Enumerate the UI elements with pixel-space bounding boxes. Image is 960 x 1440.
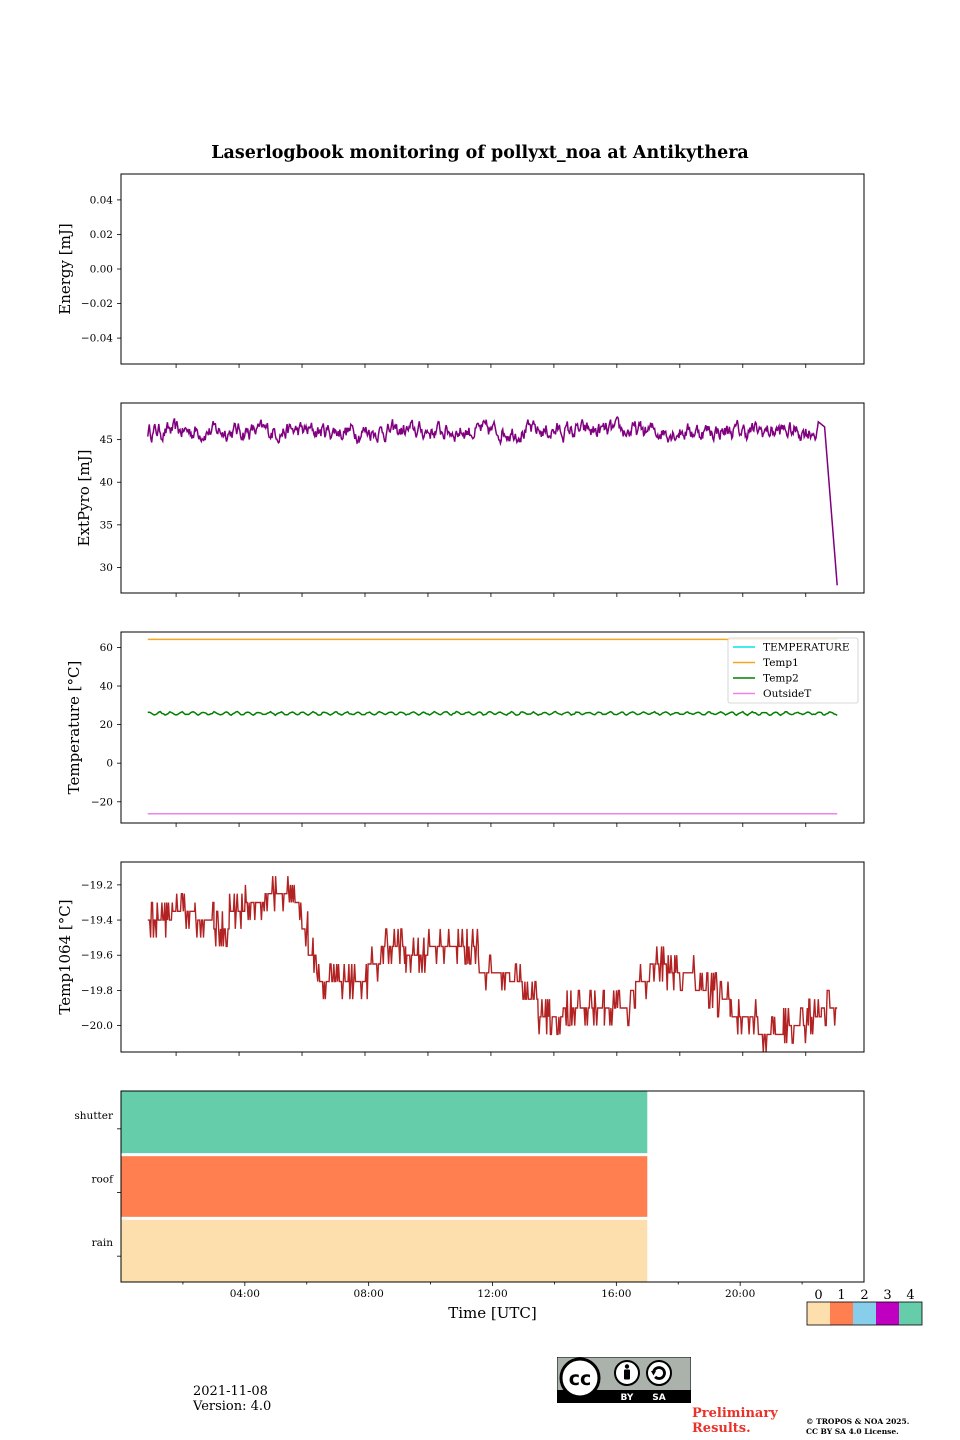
copyright-line-2: CC BY SA 4.0 License.	[806, 1427, 899, 1436]
cc-circle-icon	[559, 1357, 601, 1399]
status-panel: shutter roof rain 04:00 08:00 12:00 16:00 20:00…	[74, 1090, 865, 1322]
energy-panel: 0.04 0.02 0.00 −0.02 −0.04 Energy [mJ]	[56, 173, 865, 368]
status-row-label-roof: roof	[91, 1174, 114, 1186]
status-xtick-label: 04:00	[230, 1288, 260, 1300]
legend-label-outsidet: OutsideT	[763, 688, 811, 700]
temp1064-ylabel: Temp1064 [°C]	[56, 899, 74, 1014]
colorbar-cell-3	[876, 1302, 899, 1325]
temperature-ytick-label: 60	[100, 642, 113, 654]
copyright-note: © TROPOS & NOA 2025. CC BY SA 4.0 Licens…	[806, 1417, 909, 1437]
temp1064-ytick-label: −20.0	[81, 1020, 113, 1032]
status-xtick-label: 12:00	[477, 1288, 507, 1300]
status-xtick-label: 08:00	[354, 1288, 384, 1300]
copyright-line-1: © TROPOS & NOA 2025.	[806, 1417, 910, 1426]
cc-by-label: BY	[621, 1393, 634, 1403]
preliminary-line-1: Preliminary	[692, 1406, 778, 1421]
energy-ytick-label: 0.04	[90, 194, 114, 206]
legend-label-temperature: TEMPERATURE	[763, 642, 850, 654]
temperature-panel: 60 40 20 0 −20 Temperature [°C] TEMPERATURE Tem…	[65, 631, 865, 827]
colorbar-label-3: 3	[883, 1288, 891, 1303]
colorbar-cell-1	[830, 1302, 853, 1325]
chart-title: Laserlogbook monitoring of pollyxt_noa a…	[211, 143, 749, 163]
status-bar-rain	[121, 1219, 648, 1282]
temp1064-series-line	[147, 876, 838, 1053]
temp1064-panel: −19.2 −19.4 −19.6 −19.8 −20.0 Temp1064 [°C]	[56, 861, 865, 1056]
colorbar-label-2: 2	[860, 1288, 868, 1303]
temperature-legend: TEMPERATURE Temp1 Temp2 OutsideT	[727, 637, 859, 704]
temp1064-ytick-label: −19.2	[81, 879, 113, 891]
extpyro-panel: 45 40 35 30 ExtPyro [mJ]	[75, 402, 865, 597]
colorbar-cell-2	[853, 1302, 876, 1325]
footer-version: Version: 4.0	[193, 1399, 272, 1414]
panels: 0.04 0.02 0.00 −0.02 −0.04 Energy [mJ] 45 40 35 3…	[56, 173, 865, 1322]
extpyro-ytick-label: 35	[100, 519, 113, 531]
temp1064-ytick-label: −19.6	[81, 950, 113, 962]
status-xtick-label: 16:00	[601, 1288, 631, 1300]
footer-date-version: 2021-11-08 Version: 4.0	[193, 1384, 271, 1414]
energy-ytick-label: 0.02	[90, 229, 113, 241]
energy-ytick-label: 0.00	[90, 264, 113, 276]
status-row-label-shutter: shutter	[74, 1110, 114, 1122]
colorbar-label-4: 4	[906, 1288, 914, 1303]
extpyro-ylabel: ExtPyro [mJ]	[75, 450, 93, 547]
temperature-ytick-label: −20	[91, 796, 113, 808]
extpyro-ytick-label: 30	[100, 562, 113, 574]
extpyro-ytick-label: 45	[100, 434, 113, 446]
status-xtick-label: 20:00	[725, 1288, 755, 1300]
legend-label-temp2: Temp2	[763, 673, 799, 685]
status-row-label-rain: rain	[92, 1237, 114, 1249]
temperature-ylabel: Temperature [°C]	[65, 661, 83, 795]
colorbar-cell-4	[899, 1302, 922, 1325]
temperature-ytick-label: 0	[106, 758, 113, 770]
status-bar-roof	[121, 1156, 648, 1217]
extpyro-ytick-label: 40	[100, 477, 113, 489]
temperature-axes-frame	[120, 631, 865, 824]
temp2-series-line	[147, 710, 838, 717]
temperature-ytick-label: 20	[100, 719, 113, 731]
footer-date: 2021-11-08	[193, 1384, 268, 1399]
energy-axes-frame	[120, 173, 865, 365]
temp1064-axes-frame	[120, 861, 865, 1053]
energy-ytick-label: −0.04	[81, 333, 113, 345]
preliminary-note: Preliminary Results.	[692, 1406, 778, 1436]
colorbar-cell-0	[807, 1302, 830, 1325]
preliminary-line-2: Results.	[692, 1421, 751, 1436]
cc-by-sa-logo: cc BY SA	[557, 1357, 691, 1403]
status-axes-frame	[120, 1090, 865, 1283]
extpyro-series-line	[147, 416, 838, 586]
colorbar-label-1: 1	[837, 1288, 845, 1303]
temp1064-ytick-label: −19.8	[81, 985, 113, 997]
status-xlabel: Time [UTC]	[448, 1304, 537, 1322]
temp1064-ytick-label: −19.4	[81, 915, 113, 927]
svg-text:cc: cc	[569, 1368, 592, 1390]
share-alike-icon	[646, 1360, 672, 1386]
energy-ytick-label: −0.02	[81, 298, 113, 310]
legend-label-temp1: Temp1	[763, 657, 799, 669]
colorbar-label-0: 0	[814, 1288, 822, 1303]
energy-ylabel: Energy [mJ]	[56, 223, 74, 314]
status-bar-shutter	[121, 1091, 648, 1154]
colorbar-frame	[806, 1301, 923, 1326]
cc-sa-label: SA	[652, 1393, 665, 1403]
temperature-ytick-label: 40	[100, 681, 113, 693]
extpyro-axes-frame	[120, 402, 865, 594]
